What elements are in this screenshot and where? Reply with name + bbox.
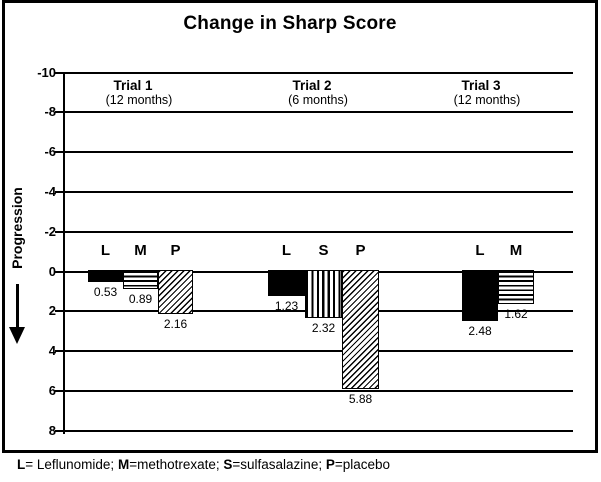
tick-mark [55, 111, 63, 114]
gridline [63, 71, 573, 74]
tick-mark [55, 310, 63, 313]
bar-p [158, 270, 193, 315]
y-tick-label: 0 [48, 263, 56, 279]
bar-key-label: L [100, 242, 111, 259]
bar-value-label: 0.89 [128, 292, 153, 307]
gridline [63, 429, 573, 432]
progression-arrow-shaft [16, 284, 19, 329]
bar-value-label: 1.23 [274, 298, 299, 313]
bar-s [305, 270, 342, 318]
y-tick-label: -8 [44, 104, 56, 120]
chart-title: Change in Sharp Score [183, 13, 397, 34]
bar-value-label: 2.48 [468, 323, 492, 338]
trial-header: Trial 1 [113, 78, 153, 93]
tick-mark [55, 270, 63, 273]
bar-l [268, 270, 305, 296]
footnote-drug-letter: S [223, 457, 233, 472]
bar-key-label: P [355, 242, 366, 259]
tick-mark [55, 190, 63, 193]
bar-key-label: M [134, 242, 147, 259]
footnote-drug-letter: M [117, 457, 130, 472]
gridline [63, 151, 573, 154]
y-axis-line [63, 71, 65, 434]
bar-value-label: 2.16 [163, 317, 188, 332]
tick-mark [55, 350, 63, 353]
bar-key-label: L [475, 242, 485, 259]
gridline [63, 230, 573, 233]
footnote-drug-letter: L [17, 457, 26, 472]
y-tick-label: -10 [37, 64, 56, 80]
bar-value-label: 5.88 [348, 391, 373, 406]
trial-sublabel: (6 months) [288, 93, 348, 107]
y-tick-label: -2 [44, 223, 56, 239]
y-tick-label: 4 [48, 343, 56, 359]
bar-key-label: P [170, 242, 181, 259]
progression-down-arrow-icon [9, 327, 25, 344]
bar-key-label: L [281, 242, 292, 259]
trial-sublabel: (12 months) [453, 93, 521, 107]
footnote-drug-letter: P [325, 457, 335, 472]
gridline [63, 111, 573, 114]
tick-mark [55, 230, 63, 233]
trial-sublabel: (12 months) [105, 93, 173, 107]
bar-l [462, 270, 498, 321]
bar-key-label: S [318, 242, 329, 259]
tick-mark [55, 429, 63, 432]
trial-header: Trial 3 [461, 78, 501, 93]
tick-mark [55, 71, 63, 74]
tick-mark [55, 151, 63, 154]
bar-p [342, 270, 379, 389]
trial-header: Trial 2 [292, 78, 332, 93]
bar-key-label: M [509, 242, 523, 259]
bar-value-label: 0.53 [93, 285, 118, 300]
bar-value-label: 1.62 [504, 306, 528, 321]
gridline [63, 190, 573, 193]
tick-mark [55, 389, 63, 392]
y-tick-label: -6 [44, 144, 56, 160]
gridline [63, 350, 573, 353]
bar-l [88, 270, 123, 283]
y-tick-label: 2 [48, 303, 56, 319]
gridline [63, 389, 573, 392]
bar-value-label: 2.32 [311, 320, 336, 335]
y-tick-label: -4 [44, 183, 56, 199]
chart-border-box [2, 0, 598, 453]
legend-footnote: L= Leflunomide; M=methotrexate; S=sulfas… [17, 457, 391, 472]
y-tick-label: 8 [48, 422, 56, 438]
bar-m [498, 270, 534, 304]
y-tick-label: 6 [48, 382, 56, 398]
bar-m [123, 270, 158, 290]
